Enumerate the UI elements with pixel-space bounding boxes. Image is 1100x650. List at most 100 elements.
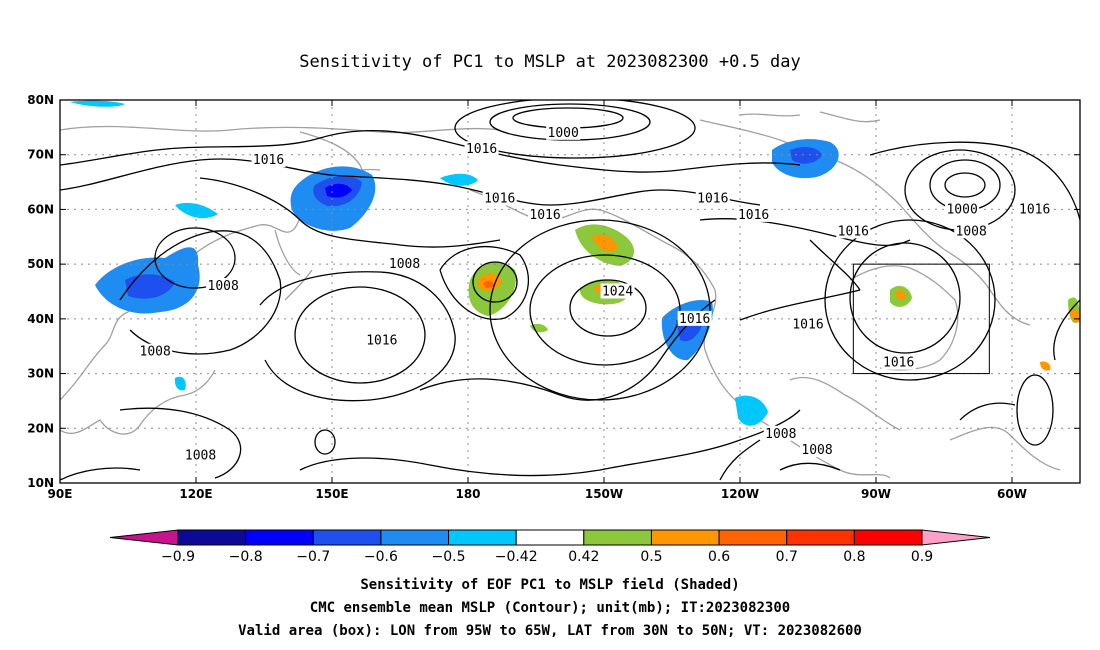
colorbar-label: 0.6 xyxy=(708,549,730,565)
colorbar-swatch xyxy=(380,529,450,546)
shading-patch-light xyxy=(174,376,186,391)
shading-patch-negative-core xyxy=(325,183,352,198)
caption-valid-area: Valid area (box): LON from 95W to 65W, L… xyxy=(238,623,862,639)
longitude-axis: 90E 120E 150E 180 150W 120W 90W 60W xyxy=(48,100,1027,501)
lon-tick-label: 120W xyxy=(721,487,759,501)
colorbar-label: −0.9 xyxy=(161,549,195,565)
shading-patch-light xyxy=(70,100,125,107)
lat-tick-label: 80N xyxy=(27,93,54,107)
contour-label: 1016 xyxy=(529,208,560,223)
contour-label-bg xyxy=(464,141,499,157)
colorbar-label: 0.42 xyxy=(568,549,599,565)
contour-label: 1008 xyxy=(208,279,239,294)
contour-label-bg xyxy=(791,316,825,332)
contour-label: 1016 xyxy=(484,191,515,206)
colorbar-labels: −0.9 −0.8 −0.7 −0.6 −0.5 −0.42 0.42 0.5 0.6 0.7 0.… xyxy=(161,549,933,565)
contour-label: 1000 xyxy=(946,202,977,217)
contour-label: 1016 xyxy=(883,356,914,371)
lon-tick-label: 90E xyxy=(48,487,73,501)
mslp-contours xyxy=(60,100,1080,481)
contour-label-bg xyxy=(736,206,771,222)
caption-contour: CMC ensemble mean MSLP (Contour); unit(m… xyxy=(310,600,790,616)
lon-tick-label: 150E xyxy=(315,487,348,501)
shading-patch-negative-core xyxy=(125,274,175,299)
lat-tick-label: 40N xyxy=(27,312,54,326)
colorbar-high-arrow xyxy=(921,529,991,546)
lon-tick-label: 150W xyxy=(585,487,623,501)
contour-label-bg xyxy=(528,206,563,222)
contour-label: 1008 xyxy=(956,224,987,239)
contour-label-bg xyxy=(800,442,835,458)
colorbar-label: 0.5 xyxy=(640,549,662,565)
shading-patch-positive-core xyxy=(895,290,906,300)
contour-labels: 1000 1016 1016 1016 1016 1016 1016 1016 1000 1008… xyxy=(138,124,1052,464)
contour-label-bg xyxy=(206,278,241,294)
colorbar-label: −0.7 xyxy=(296,549,330,565)
colorbar-label: −0.42 xyxy=(495,549,538,565)
contour-label-bg xyxy=(138,343,173,359)
colorbar-low-arrow xyxy=(109,529,179,546)
colorbar-swatch xyxy=(650,529,720,546)
lon-tick-label: 90W xyxy=(861,487,891,501)
contour-label: 1000 xyxy=(548,126,579,141)
colorbar-label: 0.7 xyxy=(776,549,798,565)
contour-label: 1008 xyxy=(801,443,832,458)
map-frame xyxy=(59,99,1081,484)
contour-label: 1016 xyxy=(466,142,497,157)
contour-label-bg xyxy=(251,152,286,168)
colorbar-label: −0.8 xyxy=(229,549,263,565)
valid-area-box xyxy=(852,263,990,375)
contour-label-bg xyxy=(763,425,798,441)
colorbar-swatch xyxy=(718,529,788,546)
lat-tick-label: 60N xyxy=(27,202,54,216)
contour-label-bg xyxy=(482,190,517,206)
shading-patch-light xyxy=(440,173,478,186)
map-title: Sensitivity of PC1 to MSLP at 2023082300… xyxy=(299,52,801,72)
colorbar-swatch xyxy=(515,529,585,546)
shading-patch-light xyxy=(735,395,768,426)
colorbar-label: 0.8 xyxy=(843,549,865,565)
shading-patch-positive-core xyxy=(483,280,494,288)
contour-label: 1024 xyxy=(602,285,633,300)
contour-label-bg xyxy=(695,190,730,206)
shading-patch-positive-core xyxy=(592,234,618,252)
shading-patch-negative-core xyxy=(790,147,822,164)
shading-patch-light xyxy=(175,202,218,219)
map-panel: 1000 1016 1016 1016 1016 1016 1016 1016 1000 1008… xyxy=(59,99,1081,484)
contour-label-bg xyxy=(836,223,871,239)
contour-label-bg xyxy=(387,256,422,272)
colorbar-swatch xyxy=(177,529,247,546)
contour-label: 1008 xyxy=(389,257,420,272)
lon-tick-label: 180 xyxy=(455,487,480,501)
shading-patch-positive xyxy=(1040,361,1051,371)
colorbar-label: −0.5 xyxy=(432,549,466,565)
lat-tick-label: 10N xyxy=(27,476,54,490)
lon-tick-label: 120E xyxy=(179,487,212,501)
colorbar-swatch xyxy=(245,529,314,546)
contour-label-bg xyxy=(945,201,980,217)
contour-label: 1016 xyxy=(679,312,710,327)
contour-label: 1008 xyxy=(185,449,216,464)
contour-label-bg xyxy=(677,310,712,326)
contour-label: 1008 xyxy=(765,427,796,442)
colorbar-swatch xyxy=(786,529,855,546)
contour-label: 1016 xyxy=(697,191,728,206)
contour-label-bg xyxy=(1017,201,1052,217)
colorbar-swatch xyxy=(312,529,382,546)
colorbar-swatch xyxy=(853,529,923,546)
contour-label-bg xyxy=(364,332,399,348)
contour-label: 1008 xyxy=(140,345,171,360)
colorbar-swatch xyxy=(448,529,517,546)
lat-tick-label: 70N xyxy=(27,148,54,162)
contour-label-bg xyxy=(600,283,635,299)
contour-label-bg xyxy=(546,124,581,140)
lat-tick-label: 30N xyxy=(27,367,54,381)
contour-label: 1016 xyxy=(1019,202,1050,217)
lon-tick-label: 60W xyxy=(997,487,1027,501)
contour-label: 1016 xyxy=(366,334,397,349)
contour-label-bg xyxy=(881,354,916,370)
lat-tick-label: 20N xyxy=(27,421,54,435)
contour-label: 1016 xyxy=(792,317,823,332)
contour-label: 1016 xyxy=(738,208,769,223)
